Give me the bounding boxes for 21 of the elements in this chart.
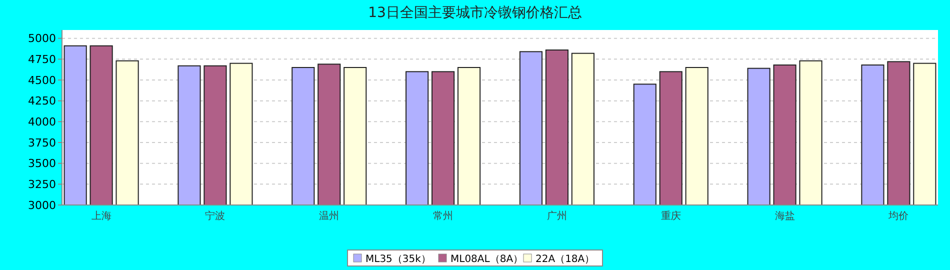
x-tick-label: 均价: [888, 210, 909, 222]
y-tick-label: 4500: [28, 74, 56, 87]
x-tick-label: 重庆: [660, 210, 681, 222]
x-tick-label: 海盐: [774, 210, 795, 222]
x-tick-label: 常州: [433, 210, 454, 222]
chart-title: 13日全国主要城市冷镦钢价格汇总: [368, 5, 582, 21]
y-tick-label: 3500: [28, 157, 56, 170]
x-tick-label: 广州: [546, 210, 567, 222]
y-tick-label: 4250: [28, 94, 56, 108]
legend-label: ML35（35k）: [366, 254, 431, 265]
x-tick-label: 温州: [319, 210, 340, 222]
y-tick-label: 5000: [28, 32, 56, 46]
y-tick-label: 3750: [28, 136, 56, 150]
y-tick-label: 4000: [28, 116, 56, 129]
x-tick-label: 上海: [91, 210, 112, 222]
y-tick-label: 3250: [28, 178, 56, 192]
x-tick-label: 宁波: [205, 210, 226, 222]
y-tick-label: 3000: [28, 198, 56, 212]
legend-label: 22A（18A）: [536, 254, 595, 265]
legend-label: ML08AL（8A）: [450, 254, 524, 265]
y-tick-label: 4750: [28, 53, 56, 66]
